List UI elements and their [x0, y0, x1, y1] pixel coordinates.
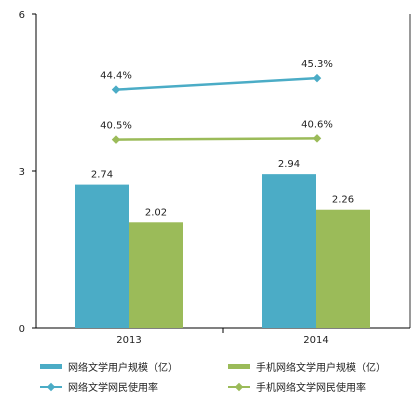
bar	[316, 209, 370, 328]
bar-value-label: 2.94	[278, 159, 300, 170]
y-tick-label: 3	[19, 167, 25, 178]
series-line	[115, 137, 318, 141]
x-tick-label: 2014	[303, 335, 328, 346]
line-value-label: 45.3%	[301, 59, 333, 70]
line-point	[111, 85, 121, 94]
line-value-label: 40.6%	[301, 119, 333, 130]
bar	[129, 222, 183, 328]
line-point	[111, 135, 121, 144]
bar-value-label: 2.74	[91, 170, 113, 181]
bar	[262, 174, 316, 328]
series-line	[115, 76, 318, 91]
bar-value-label: 2.26	[332, 195, 354, 206]
y-tick-label: 0	[19, 324, 25, 335]
line-value-label: 44.4%	[100, 71, 132, 82]
bar-value-label: 2.02	[145, 207, 167, 218]
bar	[75, 184, 129, 328]
line-value-label: 40.5%	[100, 121, 132, 132]
line-point	[312, 134, 322, 143]
x-tick-label: 2013	[116, 335, 141, 346]
y-tick-label: 6	[19, 10, 25, 21]
line-point	[312, 73, 322, 83]
